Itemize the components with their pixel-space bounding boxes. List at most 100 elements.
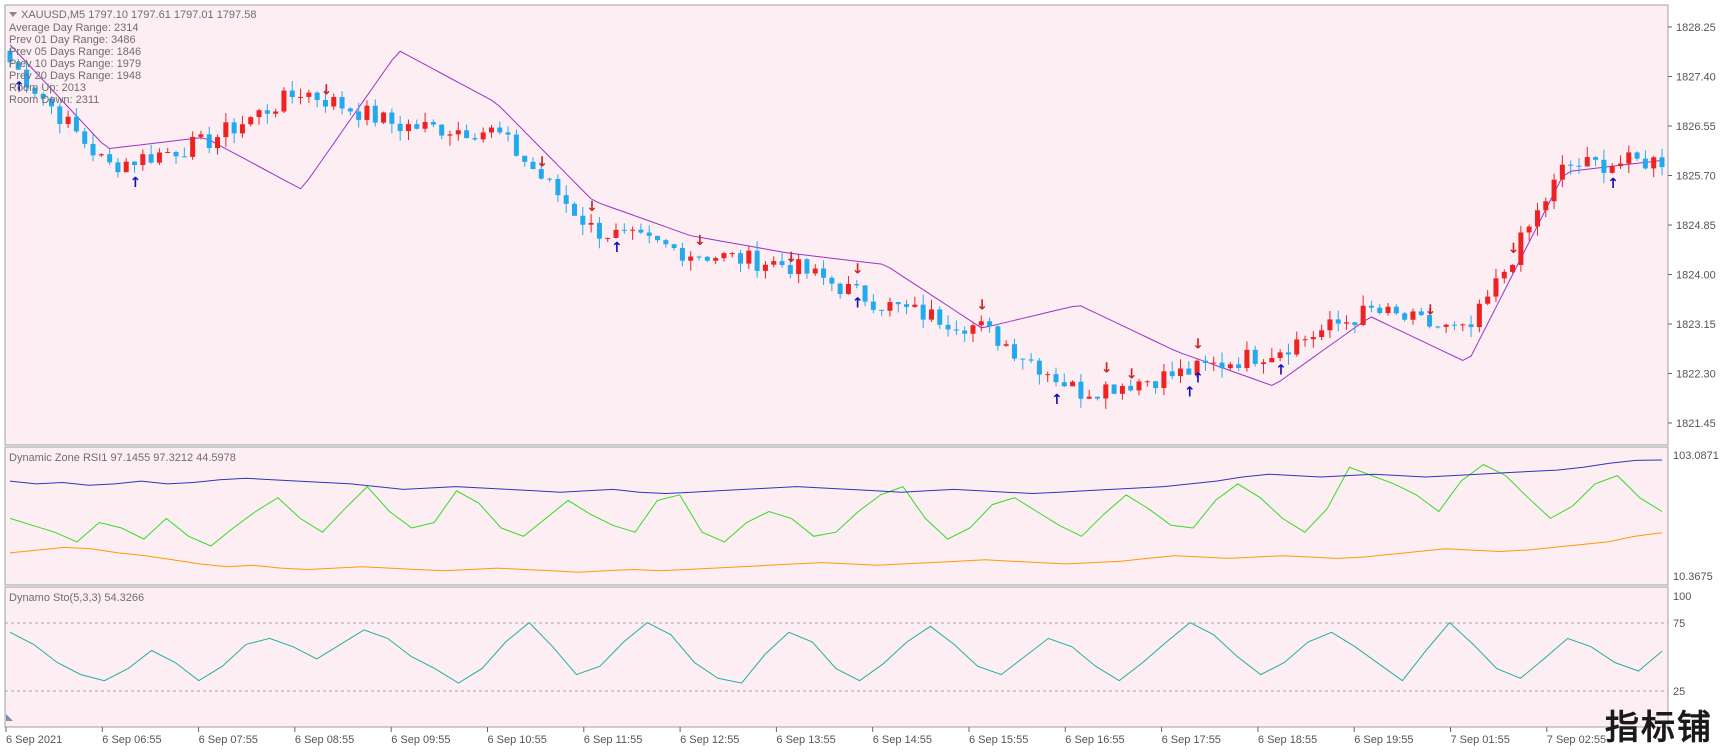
candle-body <box>1393 306 1399 314</box>
candle-body <box>1443 324 1449 327</box>
sto-panel[interactable] <box>5 587 1668 727</box>
buy-arrow-icon: ↑ <box>1051 392 1063 408</box>
candle-body <box>1103 384 1109 399</box>
candle-body <box>273 111 279 114</box>
time-tick-label: 7 Sep 02:55 <box>1547 734 1606 746</box>
candle-body <box>646 232 652 236</box>
candle-body <box>281 90 287 112</box>
candle-body <box>1061 382 1067 387</box>
candle-body <box>1236 364 1242 369</box>
candle-body <box>464 130 470 139</box>
price-tick-label: 1823.15 <box>1676 319 1716 331</box>
candle-body <box>1526 226 1532 233</box>
rsi-series-line <box>9 532 1663 573</box>
candle-body <box>837 283 843 295</box>
candle-body <box>381 112 387 123</box>
candle-body <box>538 169 544 179</box>
sto-panel-border <box>4 586 1669 728</box>
time-tick-label: 6 Sep 15:55 <box>969 734 1028 746</box>
candle-body <box>1003 344 1009 346</box>
candle-body <box>845 283 851 295</box>
candle-body <box>829 277 835 284</box>
candle-body <box>439 124 445 136</box>
rsi-bottom-value: 10.3675 <box>1673 571 1713 583</box>
candle-body <box>256 110 262 118</box>
candle-body <box>505 132 511 135</box>
candle-body <box>1070 381 1076 387</box>
candle-body <box>1285 352 1291 355</box>
candle-body <box>1153 381 1159 388</box>
candle-body <box>165 152 171 154</box>
info-line: Prev 20 Days Range: 1948 <box>9 70 141 82</box>
time-tick-label: 6 Sep 09:55 <box>391 734 450 746</box>
candle-body <box>530 161 536 170</box>
info-line: Prev 01 Day Range: 3486 <box>9 34 136 46</box>
candle-body <box>7 50 13 63</box>
candle-body <box>1451 324 1457 326</box>
candle-body <box>1427 315 1433 327</box>
candle-body <box>190 136 196 157</box>
candle-body <box>1418 311 1424 316</box>
candle-body <box>1360 305 1366 325</box>
candle-body <box>1344 322 1350 324</box>
time-tick-label: 6 Sep 2021 <box>6 734 62 746</box>
candle-body <box>1094 396 1100 399</box>
candle-body <box>73 116 79 132</box>
candle-body <box>605 237 611 239</box>
candle-body <box>812 268 818 274</box>
candle-body <box>198 134 204 137</box>
candle-body <box>15 62 21 70</box>
candle-body <box>1642 158 1648 169</box>
candle-body <box>497 127 503 133</box>
candle-body <box>1269 357 1275 363</box>
candle-body <box>928 309 934 320</box>
candle-body <box>347 108 353 112</box>
price-tick-label: 1828.25 <box>1676 22 1716 34</box>
rsi-lines <box>9 459 1663 573</box>
candle-body <box>65 116 71 124</box>
candle-body <box>588 222 594 225</box>
candle-body <box>1045 374 1051 376</box>
price-tick-label: 1826.55 <box>1676 121 1716 133</box>
price-axis <box>1669 5 1732 727</box>
sto-label: Dynamo Sto(5,3,3) 54.3266 <box>9 592 144 604</box>
candle-body <box>895 302 901 305</box>
candle-body <box>1609 165 1615 173</box>
buy-arrow-icon: ↑ <box>611 240 623 256</box>
candle-body <box>1128 385 1134 391</box>
candle-body <box>1319 330 1325 338</box>
candle-body <box>314 92 320 100</box>
candle-body <box>24 69 30 88</box>
sell-arrow-icon: ↓ <box>1101 360 1113 376</box>
candle-body <box>1617 163 1623 166</box>
candle-body <box>555 178 561 196</box>
sell-arrow-icon: ↓ <box>1508 241 1520 257</box>
candle-body <box>978 321 984 326</box>
rsi-series-line <box>9 459 1663 495</box>
candle-body <box>1294 339 1300 355</box>
candle-body <box>953 329 959 331</box>
main-panel[interactable] <box>5 5 1668 445</box>
candle-body <box>1410 311 1416 320</box>
candle-body <box>1111 384 1117 394</box>
candle-body <box>1186 368 1192 375</box>
candle-body <box>887 302 893 311</box>
sto-tick-100: 100 <box>1673 591 1691 603</box>
candle-body <box>596 222 602 239</box>
candle-body <box>1534 210 1540 227</box>
candle-body <box>1194 360 1200 375</box>
candle-body <box>671 244 677 248</box>
candle-body <box>613 229 619 238</box>
candle-body <box>522 155 528 162</box>
candle-body <box>1144 381 1150 383</box>
rsi-panel[interactable] <box>5 447 1668 585</box>
candle-body <box>90 143 96 156</box>
candle-body <box>621 229 627 231</box>
candle-body <box>1161 371 1167 388</box>
candle-body <box>1136 381 1142 391</box>
buy-arrow-icon: ↑ <box>1275 362 1287 378</box>
buy-arrow-icon: ↑ <box>13 80 25 96</box>
collapse-triangle-icon[interactable] <box>9 12 17 17</box>
scroll-corner-icon[interactable] <box>6 714 13 721</box>
